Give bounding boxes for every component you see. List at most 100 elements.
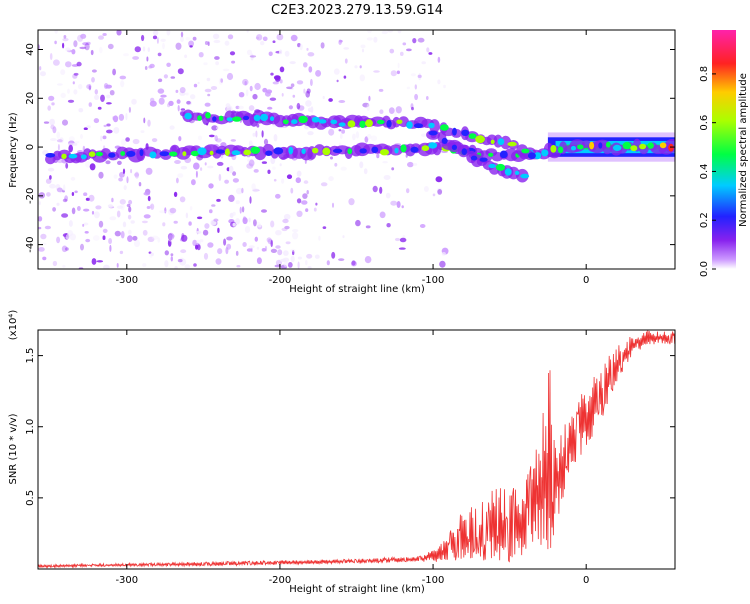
noise-blob	[204, 41, 209, 45]
ridge-blob	[232, 116, 242, 122]
ridge-blob	[120, 151, 126, 156]
noise-blob	[282, 218, 289, 224]
noise-blob	[68, 144, 73, 153]
noise-blob	[396, 201, 401, 208]
noise-blob	[387, 30, 393, 33]
noise-blob	[158, 97, 165, 105]
noise-blob	[62, 264, 66, 268]
noise-blob	[395, 106, 402, 114]
noise-blob	[227, 34, 234, 40]
noise-blob	[130, 169, 133, 174]
ridge-blob	[209, 150, 214, 156]
noise-blob	[355, 131, 360, 139]
noise-blob	[299, 43, 303, 51]
noise-blob	[272, 40, 276, 43]
noise-blob	[142, 229, 148, 236]
colorbar-tick-label: 0.2	[699, 212, 710, 228]
noise-blob	[275, 245, 281, 249]
noise-blob	[306, 190, 309, 195]
ridge-blob	[527, 152, 536, 159]
noise-blob	[125, 137, 130, 142]
noise-blob	[196, 244, 201, 251]
noise-blob	[226, 243, 232, 250]
noise-blob	[49, 183, 56, 189]
noise-blob	[310, 78, 313, 87]
snr-ticks: -300 -200 -100 0 0.5 1.0 1.5	[25, 330, 675, 586]
noise-blob	[348, 198, 355, 206]
noise-blob	[322, 95, 325, 100]
noise-blob	[151, 235, 159, 240]
ridge-blob	[577, 144, 584, 150]
noise-blob	[228, 165, 234, 174]
noise-blob	[207, 165, 214, 169]
noise-blob	[38, 247, 45, 252]
ridge-blob	[451, 144, 457, 150]
x-tick-label: -300	[115, 275, 138, 286]
noise-blob	[50, 124, 55, 130]
noise-blob	[250, 247, 253, 253]
noise-blob	[118, 177, 123, 182]
noise-blob	[368, 95, 371, 102]
ridge-blob	[441, 137, 448, 144]
ridge-blob	[534, 152, 542, 160]
noise-blob	[340, 166, 347, 171]
noise-blob	[402, 42, 407, 46]
noise-blob	[90, 49, 94, 56]
ridge-blob	[550, 145, 557, 153]
noise-blob	[270, 239, 273, 248]
noise-blob	[378, 88, 384, 92]
noise-blob	[127, 235, 133, 243]
noise-blob	[52, 207, 56, 212]
ridge-blob	[190, 150, 200, 157]
noise-blob	[215, 61, 220, 66]
noise-blob	[49, 175, 52, 180]
noise-blob	[156, 37, 159, 44]
noise-blob	[242, 242, 247, 247]
noise-blob	[216, 126, 220, 130]
ridge-blob	[668, 143, 674, 152]
noise-blob	[133, 172, 140, 177]
noise-blob	[249, 55, 257, 58]
noise-blob	[68, 136, 75, 142]
noise-blob	[131, 98, 137, 105]
noise-blob	[386, 223, 391, 228]
noise-blob	[290, 187, 294, 194]
noise-blob	[238, 105, 244, 110]
snr-panel: -300 -200 -100 0 0.5 1.0 1.5 Height of straigh…	[8, 310, 676, 595]
noise-blob	[56, 187, 63, 193]
noise-blob	[217, 227, 220, 233]
noise-blob	[361, 48, 365, 53]
noise-blob	[52, 126, 57, 134]
noise-blob	[217, 248, 223, 255]
noise-blob	[288, 105, 293, 110]
ridge-blob	[488, 163, 496, 169]
noise-blob	[142, 46, 146, 52]
noise-blob	[91, 258, 97, 265]
noise-blob	[176, 177, 179, 184]
noise-blob	[315, 70, 322, 77]
noise-blob	[200, 167, 203, 171]
noise-blob	[56, 139, 63, 143]
noise-blob	[270, 157, 276, 165]
noise-blob	[281, 178, 285, 184]
noise-blob	[435, 176, 443, 183]
noise-blob	[74, 190, 78, 194]
ridge-blob	[605, 141, 611, 148]
noise-blob	[318, 235, 321, 241]
noise-blob	[226, 72, 234, 81]
noise-blob	[331, 251, 336, 259]
noise-blob	[383, 175, 391, 180]
noise-blob	[127, 229, 132, 235]
noise-blob	[170, 256, 173, 262]
noise-blob	[190, 94, 196, 100]
noise-blob	[119, 75, 127, 80]
noise-blob	[256, 257, 262, 265]
noise-blob	[94, 211, 100, 219]
noise-blob	[109, 216, 117, 221]
noise-blob	[170, 253, 174, 257]
noise-blob	[421, 133, 427, 137]
ridge-blob	[243, 115, 250, 121]
noise-blob	[296, 102, 301, 110]
noise-blob	[44, 225, 52, 230]
noise-blob	[272, 166, 276, 170]
